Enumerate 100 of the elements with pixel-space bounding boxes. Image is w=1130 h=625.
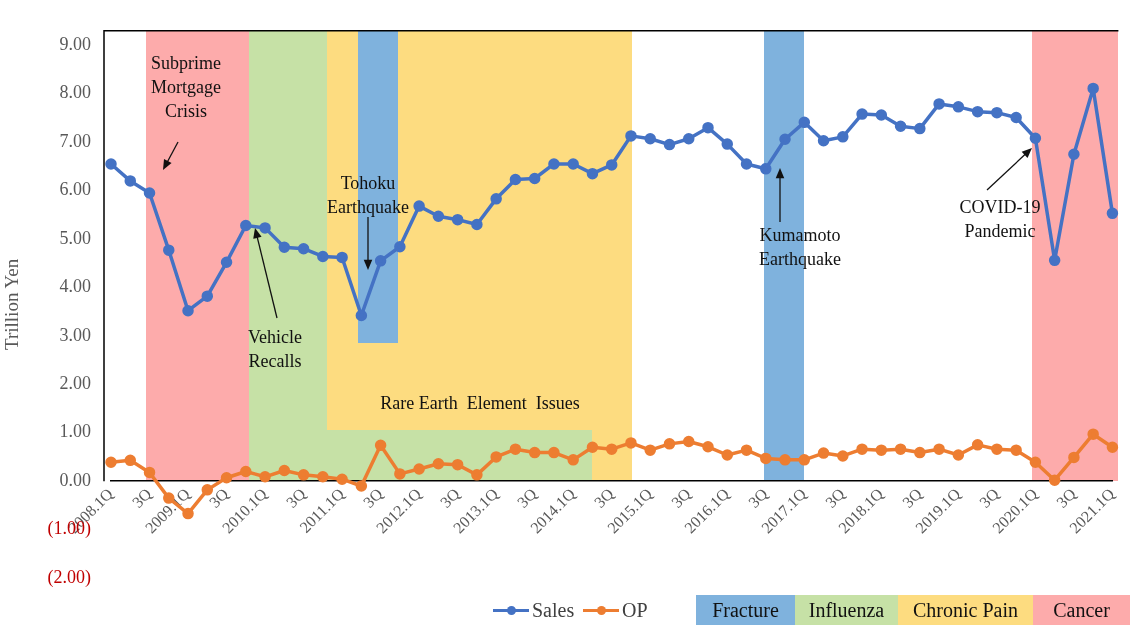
point [625, 130, 637, 142]
point [894, 120, 907, 132]
point [971, 439, 984, 451]
point [798, 454, 811, 466]
point [1068, 148, 1080, 161]
point [1048, 474, 1061, 486]
point [663, 438, 676, 450]
point [124, 454, 137, 467]
point [1010, 444, 1022, 456]
annotation: Kumamoto Earthquake [759, 224, 841, 269]
annotation: Vehicle Recalls [248, 326, 302, 371]
point [471, 469, 483, 481]
y-tick-label: 2.00 [59, 373, 91, 394]
point [394, 241, 406, 253]
point [586, 167, 599, 180]
point [817, 447, 830, 459]
point [625, 437, 637, 449]
point [413, 463, 425, 475]
point [317, 250, 329, 263]
y-tick-label: 0.00 [59, 469, 91, 490]
point [663, 138, 676, 151]
point [163, 244, 175, 256]
point [471, 218, 483, 231]
point [760, 452, 772, 465]
point [740, 158, 753, 170]
point [240, 219, 252, 232]
annotation: Subprime Mortgage Crisis [151, 52, 222, 121]
point [702, 121, 714, 134]
point [509, 443, 522, 455]
point [297, 469, 310, 481]
legend-label: Sales [532, 598, 575, 622]
point [837, 450, 849, 462]
point [914, 446, 926, 459]
point [490, 193, 502, 205]
point [779, 133, 791, 146]
point [567, 158, 579, 170]
point [721, 138, 734, 150]
point [528, 172, 541, 185]
point [490, 451, 502, 463]
point [105, 158, 117, 170]
text: Fracture [696, 595, 795, 625]
point [394, 468, 406, 480]
point [143, 466, 156, 479]
point [682, 133, 695, 145]
point [336, 473, 348, 485]
text: Cancer [1033, 595, 1130, 625]
y-tick-label: 3.00 [59, 324, 91, 345]
y-tick-label: 4.00 [59, 276, 91, 297]
annotation: Rare Earth Element Issues [380, 392, 580, 413]
text: Chronic Pain [898, 595, 1033, 625]
point [721, 449, 734, 461]
point [682, 435, 695, 448]
point [856, 108, 868, 120]
y-tick-label: 7.00 [59, 130, 91, 151]
point [240, 465, 252, 478]
point [837, 131, 849, 143]
point [374, 439, 387, 452]
point [336, 251, 348, 264]
y-tick-label: 6.00 [59, 179, 91, 200]
y-tick-label: 5.00 [59, 227, 91, 248]
point [259, 222, 271, 234]
point [432, 210, 445, 223]
point [1068, 451, 1080, 464]
point [1087, 428, 1099, 440]
point [528, 446, 541, 459]
point [1106, 441, 1119, 453]
point [201, 290, 214, 302]
point [894, 443, 907, 455]
point [933, 443, 945, 455]
point [259, 471, 271, 483]
point [740, 444, 753, 456]
point [856, 443, 868, 455]
y-tick-label: 9.00 [59, 34, 91, 55]
point [451, 458, 464, 471]
annotation: COVID-19 Pandemic [959, 196, 1041, 241]
point [991, 443, 1003, 455]
point [586, 441, 599, 453]
point [451, 213, 464, 226]
point [971, 105, 984, 118]
point [220, 472, 233, 484]
point [278, 464, 291, 477]
point [278, 241, 291, 254]
y-tick-label: 8.00 [59, 82, 91, 103]
point [297, 242, 310, 255]
point [875, 444, 888, 456]
point [548, 446, 560, 459]
point [933, 98, 945, 110]
point [991, 106, 1003, 119]
point [1106, 207, 1119, 220]
point [355, 309, 368, 322]
point [317, 471, 329, 483]
point [644, 444, 656, 456]
y-axis-title: Trillion Yen [1, 258, 23, 350]
point [702, 441, 714, 453]
point [374, 255, 387, 267]
point [220, 256, 233, 269]
point [567, 454, 579, 466]
point [509, 173, 522, 186]
point [1048, 254, 1061, 267]
legend-label: OP [622, 598, 648, 622]
